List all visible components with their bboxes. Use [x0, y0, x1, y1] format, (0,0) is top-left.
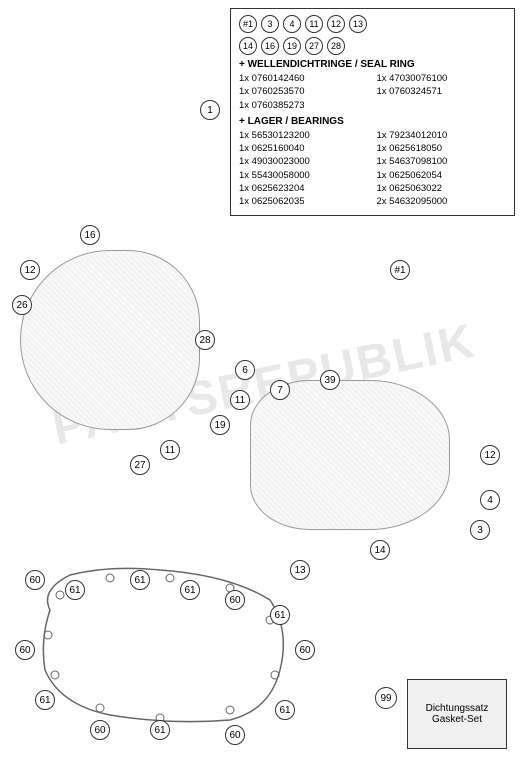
part-number: 1x 0625063022 [377, 182, 507, 195]
parts-info-box: #1 3 4 11 12 13 14 16 19 27 28 + WELLEND… [230, 8, 515, 216]
gasket-label-de: Dichtungssatz [426, 703, 489, 714]
part-number: 1x 0625618050 [377, 142, 507, 155]
callout-16: 16 [80, 225, 100, 245]
circle-row-2: 14 16 19 27 28 [239, 37, 506, 55]
callout-11: 11 [160, 440, 180, 460]
seal-ring-header: + WELLENDICHTRINGE / SEAL RING [239, 59, 506, 70]
callout-60: 60 [225, 590, 245, 610]
callout-11: 11 [230, 390, 250, 410]
callout-26: 26 [12, 295, 32, 315]
callout-14: 14 [370, 540, 390, 560]
seal-ring-grid: 1x 0760142460 1x 47030076100 1x 07602535… [239, 72, 506, 112]
circle-num: 13 [349, 15, 367, 33]
callout-60: 60 [90, 720, 110, 740]
circle-num: 16 [261, 37, 279, 55]
bearings-grid: 1x 56530123200 1x 79234012010 1x 0625160… [239, 129, 506, 209]
circle-num: 28 [327, 37, 345, 55]
engine-case-left-sketch [20, 250, 200, 430]
callout-61: 61 [130, 570, 150, 590]
part-number: 1x 54637098100 [377, 155, 507, 168]
part-number: 1x 0625160040 [239, 142, 369, 155]
gasket-set-callout: 99 [375, 687, 397, 709]
circle-num: 14 [239, 37, 257, 55]
callout-61: 61 [180, 580, 200, 600]
circle-num: 4 [283, 15, 301, 33]
callout-60: 60 [295, 640, 315, 660]
circle-num: 27 [305, 37, 323, 55]
callout-1: 1 [200, 100, 220, 120]
part-number [377, 99, 507, 112]
callout-13: 13 [290, 560, 310, 580]
part-number: 1x 79234012010 [377, 129, 507, 142]
part-number: 1x 56530123200 [239, 129, 369, 142]
engine-case-right-sketch [250, 380, 450, 530]
circle-num: 19 [283, 37, 301, 55]
callout-39: 39 [320, 370, 340, 390]
part-number: 1x 0760253570 [239, 85, 369, 98]
callout-6: 6 [235, 360, 255, 380]
callout-61: 61 [65, 580, 85, 600]
part-number: 1x 47030076100 [377, 72, 507, 85]
callout-61: 61 [275, 700, 295, 720]
callout-61: 61 [35, 690, 55, 710]
callout-3: 3 [470, 520, 490, 540]
callout-28: 28 [195, 330, 215, 350]
circle-num: 12 [327, 15, 345, 33]
callout-#1: #1 [390, 260, 410, 280]
bearings-header: + LAGER / BEARINGS [239, 116, 506, 127]
gasket-set-box: Dichtungssatz Gasket-Set [407, 679, 507, 749]
callout-4: 4 [480, 490, 500, 510]
gasket-label-en: Gasket-Set [432, 714, 482, 725]
circle-num: #1 [239, 15, 257, 33]
callout-60: 60 [15, 640, 35, 660]
circle-row-1: #1 3 4 11 12 13 [239, 15, 506, 33]
part-number: 2x 54632095000 [377, 195, 507, 208]
part-number: 1x 0625062035 [239, 195, 369, 208]
callout-60: 60 [25, 570, 45, 590]
part-number: 1x 55430058000 [239, 169, 369, 182]
callout-19: 19 [210, 415, 230, 435]
circle-num: 3 [261, 15, 279, 33]
part-number: 1x 0760142460 [239, 72, 369, 85]
callout-27: 27 [130, 455, 150, 475]
diagram-container: PARTSREPUBLIK #1 3 4 11 12 13 14 16 19 2… [0, 0, 527, 769]
callout-61: 61 [150, 720, 170, 740]
callout-12: 12 [480, 445, 500, 465]
part-number: 1x 0760385273 [239, 99, 369, 112]
part-number: 1x 0625062054 [377, 169, 507, 182]
circle-num: 11 [305, 15, 323, 33]
callout-12: 12 [20, 260, 40, 280]
part-number: 1x 49030023000 [239, 155, 369, 168]
part-number: 1x 0625623204 [239, 182, 369, 195]
callout-7: 7 [270, 380, 290, 400]
callout-61: 61 [270, 605, 290, 625]
part-number: 1x 0760324571 [377, 85, 507, 98]
callout-60: 60 [225, 725, 245, 745]
